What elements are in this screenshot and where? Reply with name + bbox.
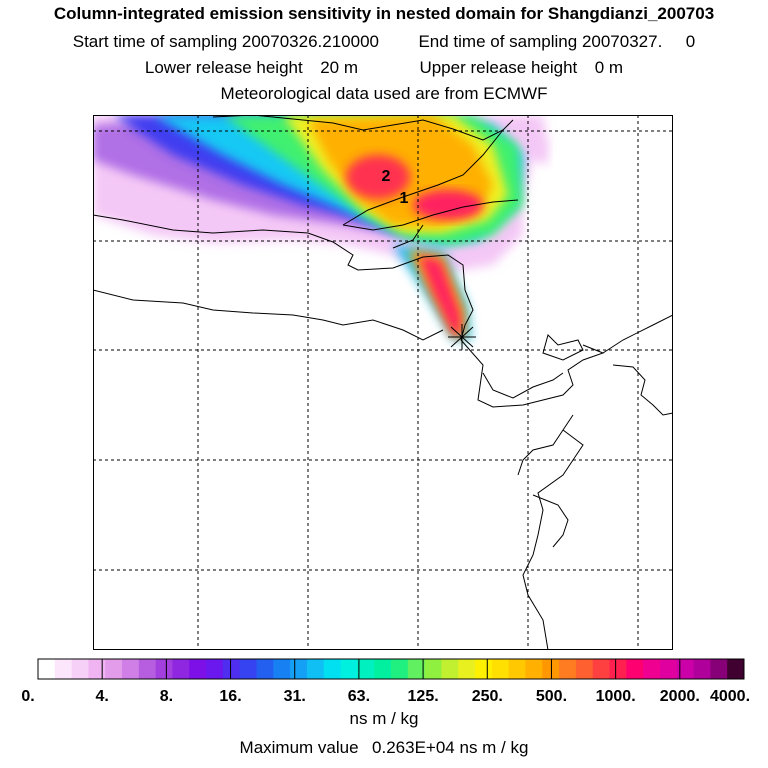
legend-tick-label: 16. xyxy=(219,688,241,705)
legend-swatch xyxy=(273,659,291,679)
met-data-note: Meteorological data used are from ECMWF xyxy=(220,84,548,103)
lower-release-value: 20 m xyxy=(320,58,358,77)
legend-swatch xyxy=(105,659,123,679)
legend-swatch xyxy=(155,659,173,679)
end-time-value: 20070327. xyxy=(581,32,663,51)
legend-swatch xyxy=(727,659,745,679)
legend-swatch xyxy=(290,659,308,679)
receptor-marker xyxy=(448,324,476,350)
legend-swatch xyxy=(575,659,594,679)
graticule xyxy=(93,115,673,650)
legend-tick-label: 0. xyxy=(21,688,34,705)
legend-colorbar xyxy=(37,658,745,680)
legend-swatch xyxy=(626,659,644,679)
legend-tick-label: 8. xyxy=(160,688,173,705)
sensitivity-field: 2 1 xyxy=(93,115,548,340)
legend-swatch xyxy=(559,659,577,679)
legend-swatch xyxy=(71,659,89,679)
legend-swatch xyxy=(710,659,728,679)
legend-swatch xyxy=(441,659,459,679)
legend-swatch xyxy=(609,659,627,679)
upper-release-label: Upper release height xyxy=(419,58,578,77)
legend-swatch xyxy=(643,659,661,679)
legend-swatch xyxy=(239,659,258,679)
legend-tick-label: 125. xyxy=(408,688,439,705)
legend-tick-label: 31. xyxy=(284,688,306,705)
legend-swatch xyxy=(189,659,207,679)
legend-swatch xyxy=(391,659,409,679)
sampling-times: Start time of sampling 20070326.210000 E… xyxy=(0,32,768,52)
legend-swatch xyxy=(306,659,325,679)
end-time-label: End time of sampling xyxy=(418,32,578,51)
legend-swatch xyxy=(592,659,611,679)
legend-swatch xyxy=(340,659,358,679)
legend-swatch xyxy=(491,659,510,679)
legend-swatch xyxy=(206,659,224,679)
legend-units: ns m / kg xyxy=(349,709,419,728)
start-time-value: 20070326.210000 xyxy=(241,32,379,51)
release-heights: Lower release height 20 m Upper release … xyxy=(0,58,768,78)
maximum-value: Maximum value 0.263E+04 ns m / kg xyxy=(0,738,768,758)
legend-tick-label: 4000. xyxy=(710,688,750,705)
hotspot-label-2: 2 xyxy=(382,168,391,185)
legend-swatch xyxy=(323,659,342,679)
legend-tick-label: 2000. xyxy=(660,688,700,705)
hotspot-label-1: 1 xyxy=(400,190,409,207)
legend-tick-label: 500. xyxy=(536,688,567,705)
legend-swatch xyxy=(88,659,106,679)
legend-swatch xyxy=(542,659,560,679)
start-time-label: Start time of sampling xyxy=(72,32,238,51)
legend-swatch xyxy=(172,659,190,679)
max-value-number: 0.263E+04 ns m / kg xyxy=(372,738,529,757)
legend-tick-label: 4. xyxy=(96,688,109,705)
legend-swatch xyxy=(256,659,274,679)
legend-swatch xyxy=(38,659,56,679)
legend-swatch xyxy=(122,659,140,679)
legend-swatch xyxy=(357,659,375,679)
max-value-label: Maximum value xyxy=(239,738,359,757)
map-frame xyxy=(93,115,673,650)
legend-swatch xyxy=(676,659,695,679)
legend-tick-label: 1000. xyxy=(596,688,636,705)
legend-swatch xyxy=(659,659,678,679)
upper-release-value: 0 m xyxy=(594,58,624,77)
legend-swatch xyxy=(424,659,442,679)
legend-swatch xyxy=(458,659,476,679)
legend-swatch xyxy=(222,659,241,679)
legend-ticks: 0. 4. 8. 16. 31. 63. 125. 250. 500. 1000. 2000. 400… xyxy=(21,659,750,705)
legend-tick-label: 250. xyxy=(472,688,503,705)
legend-swatch xyxy=(525,659,543,679)
legend-swatch xyxy=(54,659,73,679)
legend-swatch xyxy=(693,659,711,679)
color-legend: 0. 4. 8. 16. 31. 63. 125. 250. 500. 1000. 2000. 400… xyxy=(21,658,750,705)
end-time-extra: 0 xyxy=(685,32,696,51)
sensitivity-map: 2 1 xyxy=(93,115,673,650)
legend-swatch xyxy=(475,659,493,679)
legend-swatch xyxy=(374,659,392,679)
legend-tick-label: 63. xyxy=(348,688,370,705)
legend-swatch xyxy=(508,659,526,679)
lower-release-label: Lower release height xyxy=(144,58,303,77)
legend-swatch xyxy=(138,659,157,679)
legend-swatch xyxy=(407,659,426,679)
plot-title: Column-integrated emission sensitivity i… xyxy=(53,4,715,23)
